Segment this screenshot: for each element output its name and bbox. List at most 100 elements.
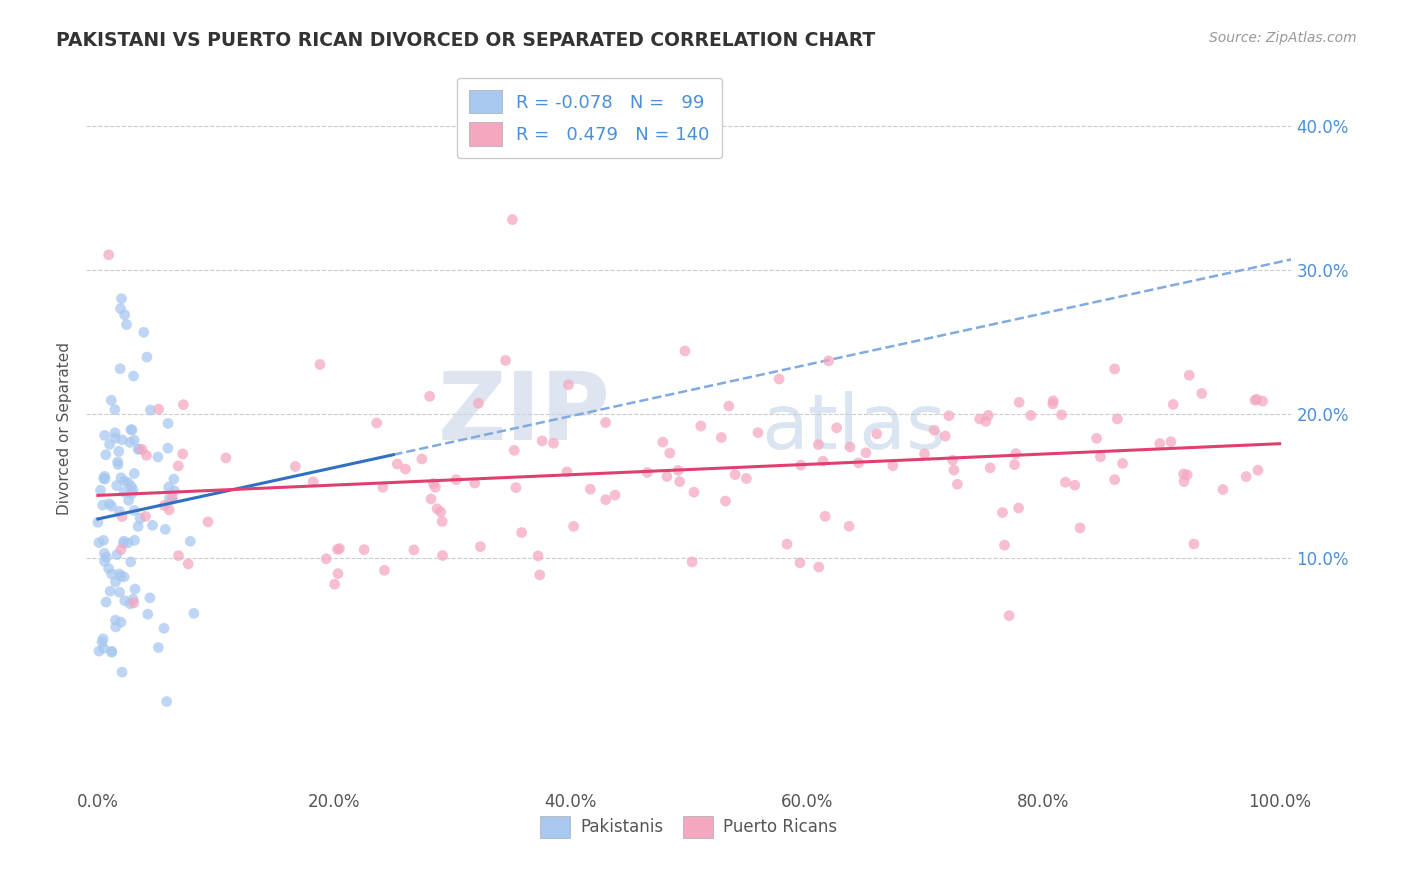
- Point: [107, 458, 129, 472]
- Point: [104, 613, 127, 627]
- Point: [503, 443, 526, 458]
- Point: [163, 483, 186, 498]
- Point: [839, 440, 862, 454]
- Point: [111, 509, 134, 524]
- Point: [124, 533, 146, 548]
- Point: [651, 435, 673, 450]
- Point: [411, 451, 433, 466]
- Point: [1004, 458, 1026, 472]
- Point: [94, 595, 117, 609]
- Point: [215, 450, 238, 465]
- Point: [666, 463, 689, 477]
- Point: [420, 491, 443, 506]
- Point: [1173, 475, 1195, 489]
- Point: [969, 412, 991, 426]
- Point: [98, 437, 121, 451]
- Point: [93, 469, 115, 483]
- Point: [121, 486, 143, 500]
- Point: [1247, 463, 1270, 477]
- Point: [115, 318, 138, 332]
- Point: [117, 475, 139, 490]
- Point: [87, 535, 110, 549]
- Point: [110, 301, 132, 316]
- Point: [1069, 521, 1091, 535]
- Point: [595, 416, 617, 430]
- Point: [111, 665, 134, 679]
- Point: [531, 434, 554, 448]
- Point: [1160, 434, 1182, 449]
- Point: [1104, 362, 1126, 376]
- Point: [122, 369, 145, 384]
- Point: [1244, 393, 1267, 408]
- Point: [373, 563, 395, 577]
- Point: [1007, 501, 1029, 516]
- Point: [104, 574, 127, 589]
- Point: [121, 423, 143, 437]
- Point: [315, 551, 337, 566]
- Point: [104, 620, 127, 634]
- Point: [163, 472, 186, 486]
- Point: [124, 503, 146, 517]
- Point: [94, 448, 117, 462]
- Point: [1178, 368, 1201, 383]
- Point: [132, 326, 155, 340]
- Point: [724, 467, 747, 482]
- Point: [122, 467, 145, 481]
- Point: [157, 480, 180, 494]
- Point: [655, 469, 678, 483]
- Point: [942, 453, 965, 467]
- Point: [1019, 409, 1042, 423]
- Point: [1005, 447, 1028, 461]
- Y-axis label: Divorced or Separated: Divorced or Separated: [58, 342, 72, 515]
- Point: [735, 471, 758, 485]
- Point: [122, 596, 145, 610]
- Point: [326, 542, 349, 557]
- Point: [974, 414, 997, 428]
- Point: [673, 343, 696, 358]
- Point: [1212, 483, 1234, 497]
- Point: [1063, 478, 1085, 492]
- Point: [309, 358, 332, 372]
- Point: [108, 361, 131, 376]
- Point: [157, 503, 180, 517]
- Point: [117, 493, 139, 508]
- Point: [96, 550, 118, 565]
- Point: [120, 597, 142, 611]
- Point: [284, 459, 307, 474]
- Point: [128, 442, 150, 456]
- Point: [1054, 475, 1077, 490]
- Point: [866, 426, 889, 441]
- Point: [658, 446, 681, 460]
- Point: [153, 621, 176, 635]
- Point: [326, 566, 349, 581]
- Point: [162, 491, 184, 505]
- Point: [134, 509, 156, 524]
- Point: [97, 561, 120, 575]
- Point: [430, 515, 453, 529]
- Point: [557, 377, 579, 392]
- Point: [790, 458, 813, 473]
- Point: [135, 448, 157, 462]
- Point: [153, 499, 176, 513]
- Point: [177, 557, 200, 571]
- Text: Source: ZipAtlas.com: Source: ZipAtlas.com: [1209, 31, 1357, 45]
- Point: [108, 566, 131, 581]
- Point: [993, 538, 1015, 552]
- Point: [527, 549, 550, 563]
- Point: [470, 540, 492, 554]
- Point: [882, 458, 904, 473]
- Point: [110, 542, 132, 557]
- Point: [817, 354, 839, 368]
- Point: [131, 442, 153, 457]
- Point: [1008, 395, 1031, 409]
- Point: [501, 212, 523, 227]
- Point: [93, 546, 115, 560]
- Point: [167, 549, 190, 563]
- Point: [353, 542, 375, 557]
- Text: ZIP: ZIP: [437, 368, 610, 459]
- Point: [129, 511, 152, 525]
- Point: [114, 474, 136, 488]
- Point: [98, 497, 121, 511]
- Point: [1191, 386, 1213, 401]
- Point: [543, 436, 565, 450]
